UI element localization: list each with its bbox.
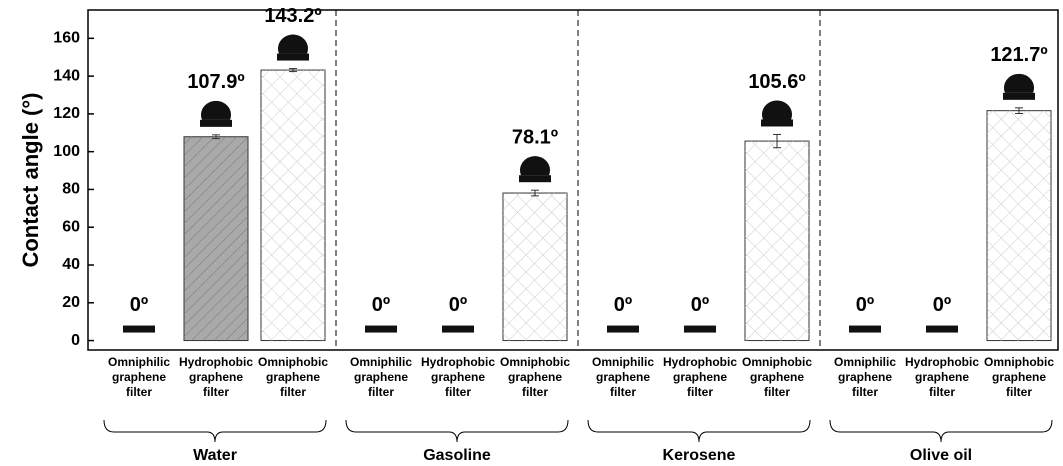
value-label: 107.9º xyxy=(187,71,244,93)
x-tick-label: Hydrophobic graphene filter xyxy=(179,355,253,400)
x-tick-label: Hydrophobic graphene filter xyxy=(421,355,495,400)
droplet-base xyxy=(200,120,232,127)
x-tick-label: Omniphobic graphene filter xyxy=(258,355,328,400)
group-brace xyxy=(104,420,326,442)
value-label: 0º xyxy=(130,294,148,316)
value-label: 121.7º xyxy=(990,44,1047,66)
droplet-base xyxy=(849,326,881,333)
group-brace xyxy=(830,420,1052,442)
bar-hatch xyxy=(503,193,567,341)
category-label: Water xyxy=(193,447,237,464)
y-tick-label: 60 xyxy=(62,218,80,235)
y-tick-label: 20 xyxy=(62,294,80,311)
droplet-base xyxy=(365,326,397,333)
value-label: 0º xyxy=(372,294,390,316)
y-tick-label: 100 xyxy=(53,143,80,160)
bar-hatch xyxy=(184,137,248,341)
droplet-base xyxy=(277,54,309,61)
y-tick-label: 40 xyxy=(62,256,80,273)
droplet-base xyxy=(123,326,155,333)
category-label: Olive oil xyxy=(910,447,972,464)
chart: Contact angle (°) 0 20 40 60 80 100 120 140 160 0… xyxy=(0,0,1063,466)
droplet-base xyxy=(519,175,551,182)
value-label: 0º xyxy=(614,294,632,316)
droplet xyxy=(520,156,550,175)
y-axis-label: Contact angle (°) xyxy=(18,92,43,267)
group-brace xyxy=(346,420,568,442)
droplet xyxy=(278,35,308,54)
y-tick-label: 140 xyxy=(53,67,80,84)
y-tick-label: 80 xyxy=(62,181,80,198)
group-brace xyxy=(588,420,810,442)
value-label: 0º xyxy=(933,294,951,316)
value-label: 0º xyxy=(449,294,467,316)
x-tick-label: Hydrophobic graphene filter xyxy=(663,355,737,400)
x-tick-label: Omniphobic graphene filter xyxy=(742,355,812,400)
x-tick-label: Omniphilic graphene filter xyxy=(108,355,170,400)
x-tick-label: Hydrophobic graphene filter xyxy=(905,355,979,400)
droplet xyxy=(201,101,231,120)
droplet-base xyxy=(442,326,474,333)
y-tick-label: 120 xyxy=(53,105,80,122)
droplet-base xyxy=(926,326,958,333)
value-label: 105.6º xyxy=(748,71,805,93)
bar-hatch xyxy=(987,111,1051,341)
bar-hatch xyxy=(745,141,809,340)
droplet xyxy=(1004,74,1034,93)
bar-hatch xyxy=(261,70,325,340)
category-label: Gasoline xyxy=(423,447,491,464)
droplet-base xyxy=(607,326,639,333)
category-label: Kerosene xyxy=(663,447,736,464)
value-label: 0º xyxy=(691,294,709,316)
value-label: 0º xyxy=(856,294,874,316)
y-tick-label: 160 xyxy=(53,30,80,47)
droplet xyxy=(762,100,792,119)
droplet-base xyxy=(761,119,793,126)
x-tick-label: Omniphilic graphene filter xyxy=(592,355,654,400)
x-tick-label: Omniphobic graphene filter xyxy=(500,355,570,400)
x-tick-label: Omniphobic graphene filter xyxy=(984,355,1054,400)
droplet-base xyxy=(684,326,716,333)
y-tick-label: 0 xyxy=(71,332,80,349)
x-tick-label: Omniphilic graphene filter xyxy=(350,355,412,400)
value-label: 143.2º xyxy=(264,5,321,27)
x-tick-label: Omniphilic graphene filter xyxy=(834,355,896,400)
droplet-base xyxy=(1003,93,1035,100)
value-label: 78.1º xyxy=(512,126,558,148)
